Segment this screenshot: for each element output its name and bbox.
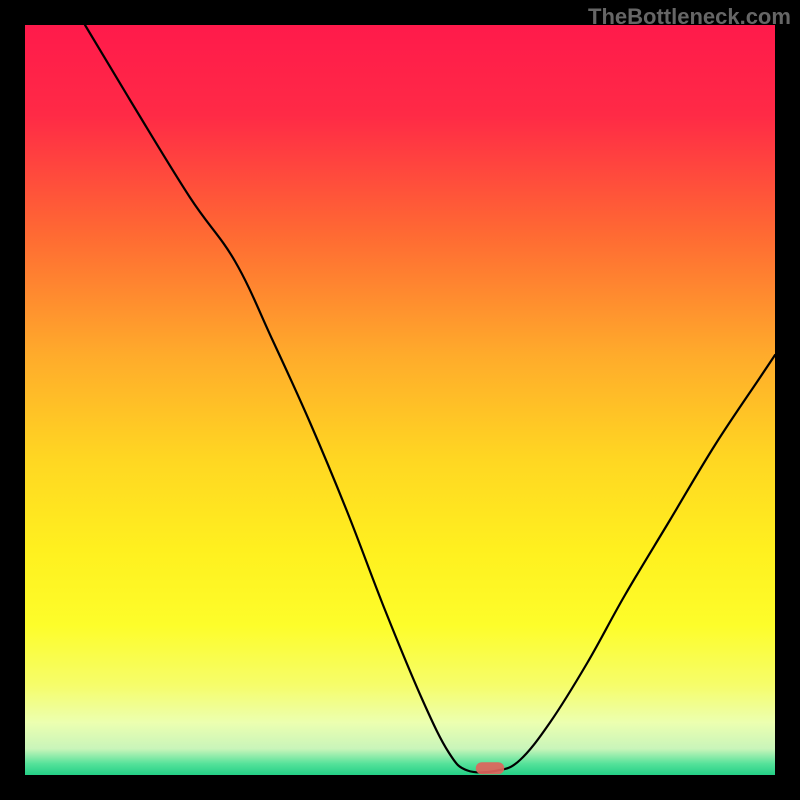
gradient-background [25,25,775,775]
bottleneck-chart [0,0,800,800]
watermark-text: TheBottleneck.com [588,4,791,30]
chart-container [0,0,800,800]
optimal-marker [476,762,505,774]
